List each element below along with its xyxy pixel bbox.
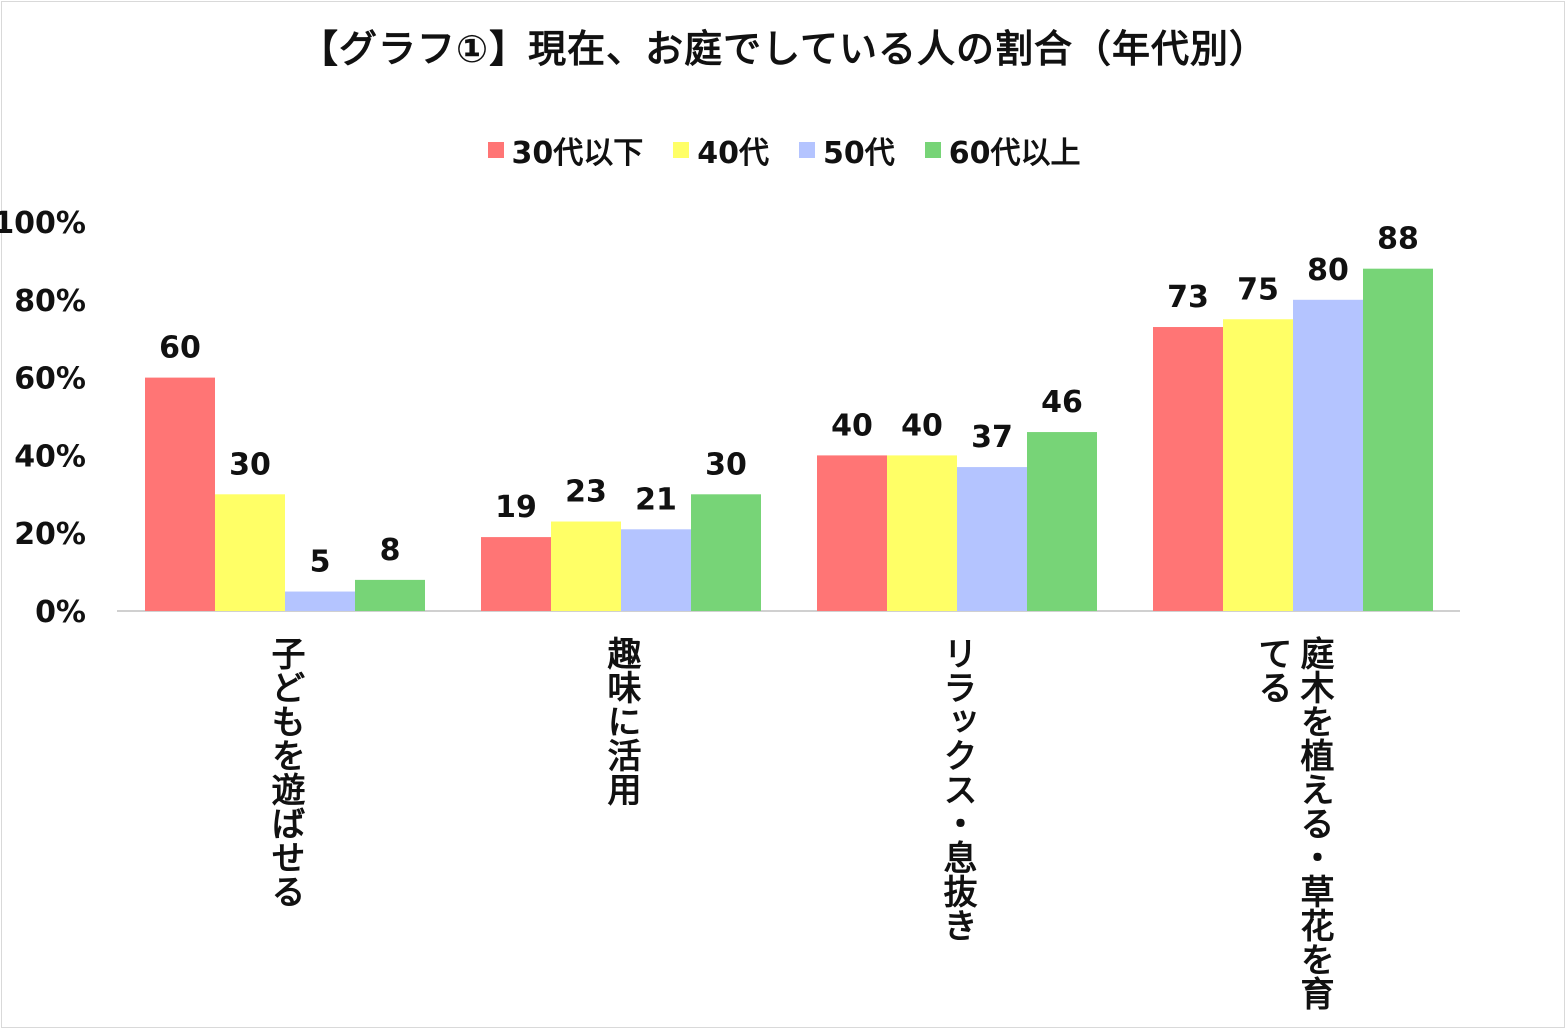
y-tick-label: 60% (14, 362, 86, 397)
data-label: 30 (229, 447, 271, 482)
y-tick-label: 0% (35, 595, 86, 630)
data-label: 75 (1237, 272, 1279, 307)
data-label: 23 (565, 475, 607, 510)
bar (145, 377, 215, 611)
data-label: 80 (1307, 253, 1349, 288)
data-label: 8 (380, 533, 401, 568)
legend-label: 40代 (697, 136, 769, 171)
bar (551, 521, 621, 611)
bar (1223, 319, 1293, 611)
data-label: 40 (831, 408, 873, 443)
data-label: 30 (705, 447, 747, 482)
data-label: 5 (310, 545, 331, 580)
legend-swatch (487, 142, 504, 158)
x-category-label: リラックス・息抜き (937, 636, 977, 942)
legend-label: 60代以上 (948, 136, 1081, 171)
x-category-label: 子どもを遊ばせる (265, 636, 305, 908)
bar (1153, 327, 1223, 611)
data-label: 40 (901, 408, 943, 443)
legend-item: 40代 (673, 128, 769, 172)
y-tick-label: 100% (0, 206, 86, 241)
data-label: 88 (1377, 222, 1419, 257)
bar (817, 455, 887, 611)
data-label: 19 (495, 490, 537, 525)
legend-swatch (673, 142, 690, 158)
legend: 30代以下 40代 50代 60代以上 (0, 128, 1568, 172)
legend-swatch (799, 142, 815, 158)
legend-label: 30代以下 (511, 136, 644, 171)
data-label: 37 (971, 420, 1013, 455)
data-label: 73 (1167, 280, 1209, 315)
bar (957, 467, 1027, 611)
bar (285, 591, 355, 611)
legend-item: 30代以下 (487, 128, 644, 172)
legend-label: 50代 (823, 136, 895, 171)
chart-title: 【グラフ①】現在、お庭でしている人の割合（年代別） (299, 27, 1269, 71)
bar (691, 494, 761, 611)
y-tick-label: 80% (14, 284, 86, 319)
bar (481, 537, 551, 611)
legend-item: 60代以上 (924, 128, 1081, 172)
y-tick-label: 20% (14, 517, 86, 552)
bar (621, 529, 691, 611)
bar (1363, 268, 1433, 611)
y-tick-label: 40% (14, 439, 86, 474)
data-label: 46 (1041, 385, 1083, 420)
bar (215, 494, 285, 611)
data-label: 21 (635, 482, 677, 517)
bar (1293, 299, 1363, 611)
x-category-label: 庭木を植える・草花を育てる (1252, 636, 1334, 1010)
x-category-label: 趣味に活用 (601, 636, 641, 806)
bar (355, 579, 425, 611)
bar (887, 455, 957, 611)
data-label: 60 (159, 331, 201, 366)
legend-item: 50代 (799, 128, 895, 172)
bar (1027, 432, 1097, 611)
legend-swatch (924, 142, 941, 158)
